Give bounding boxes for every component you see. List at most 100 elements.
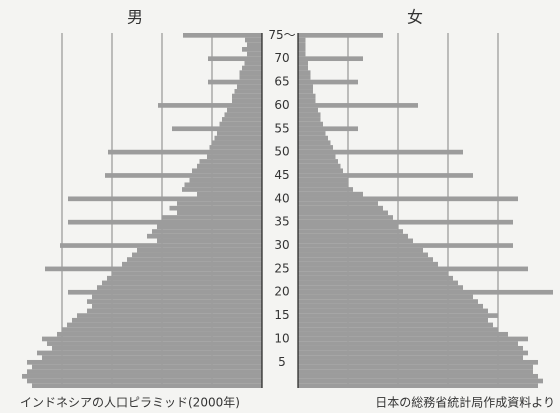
male-bar [207, 154, 262, 160]
male-bar [209, 145, 262, 150]
female-bar [298, 238, 413, 244]
female-bar [298, 168, 343, 174]
female-bar [298, 56, 363, 62]
female-bar [298, 37, 306, 43]
female-bar [298, 196, 518, 202]
female-bar [298, 341, 518, 346]
male-bar [68, 196, 262, 202]
male-bar [219, 121, 262, 127]
female-bar [298, 271, 448, 276]
age-label: 55 [274, 121, 289, 135]
age-label: 60 [274, 98, 289, 112]
male-bar [208, 79, 262, 85]
male-bar [52, 345, 262, 351]
male-bar [37, 350, 262, 356]
male-bar [92, 303, 262, 309]
female-bar [298, 261, 438, 267]
male-bar [197, 163, 262, 169]
caption-left: インドネシアの人口ピラミッド(2000年) [20, 396, 240, 410]
female-bar [298, 224, 398, 230]
female-bar [298, 364, 533, 370]
male-bar [112, 271, 262, 276]
male-bar [242, 47, 262, 52]
female-bar [298, 140, 331, 146]
male-bar [247, 51, 262, 57]
female-bar [298, 266, 528, 272]
female-bar [298, 107, 318, 113]
female-bar [298, 322, 493, 328]
male-bar [137, 247, 262, 253]
male-bar [245, 37, 262, 43]
female-bar [298, 369, 533, 374]
female-bar [298, 327, 498, 332]
male-bar [162, 215, 262, 220]
male-bar [107, 275, 262, 281]
male-bar [42, 355, 262, 360]
age-label: 45 [274, 168, 289, 182]
male-bar [232, 93, 262, 99]
female-bar [298, 93, 316, 99]
male-bar [32, 364, 262, 370]
female-bar [298, 313, 498, 318]
female-bar [298, 299, 478, 304]
age-label: 70 [274, 51, 289, 65]
male-bar [92, 294, 262, 300]
male-bar [217, 131, 262, 136]
male-bar [199, 159, 262, 164]
age-label: 40 [274, 191, 289, 205]
male-bar [132, 252, 262, 258]
male-bar [189, 177, 262, 183]
male-bar [244, 61, 262, 66]
male-bar [45, 266, 262, 272]
female-bar [298, 177, 348, 183]
age-label: 35 [274, 215, 289, 229]
male-bar [158, 103, 262, 108]
male-bar [152, 229, 262, 234]
female-bar [298, 75, 311, 80]
male-bar [242, 65, 262, 71]
male-bar [147, 233, 262, 239]
female-bar [298, 51, 306, 57]
age-label: 30 [274, 238, 289, 252]
male-bar [27, 359, 262, 365]
female-bar [298, 350, 528, 356]
female-bar [298, 378, 543, 384]
female-bar [298, 205, 383, 211]
female-bar [298, 61, 308, 66]
female-bar [298, 117, 321, 122]
female-bar [298, 252, 428, 258]
female-bar [298, 359, 538, 365]
female-bar [298, 98, 316, 104]
male-bar [62, 327, 262, 332]
male-bar [108, 149, 262, 155]
male-bar [224, 112, 262, 118]
male-bar [60, 243, 262, 248]
female-bar [298, 383, 538, 388]
female-bar [298, 47, 306, 52]
male-bar [47, 341, 262, 346]
male-bar [87, 308, 262, 314]
male-bar [32, 383, 262, 388]
female-bar [298, 303, 483, 309]
female-bar [298, 355, 523, 360]
female-bar [298, 154, 336, 160]
male-bar [42, 336, 262, 342]
male-bar [177, 201, 262, 206]
female-bar [298, 173, 473, 178]
female-bar [298, 191, 363, 197]
male-bar [22, 373, 262, 379]
male-bar [102, 280, 262, 286]
female-bar [298, 294, 473, 300]
male-bar [184, 182, 262, 188]
female-bar [298, 233, 408, 239]
female-bar [298, 243, 513, 248]
age-label: 20 [274, 285, 289, 299]
female-bar [298, 247, 423, 253]
male-bar [105, 173, 262, 178]
female-bar [298, 373, 538, 379]
male-bar [172, 126, 262, 132]
female-bar [298, 210, 388, 216]
male-bar [72, 317, 262, 323]
male-bar [192, 168, 262, 174]
